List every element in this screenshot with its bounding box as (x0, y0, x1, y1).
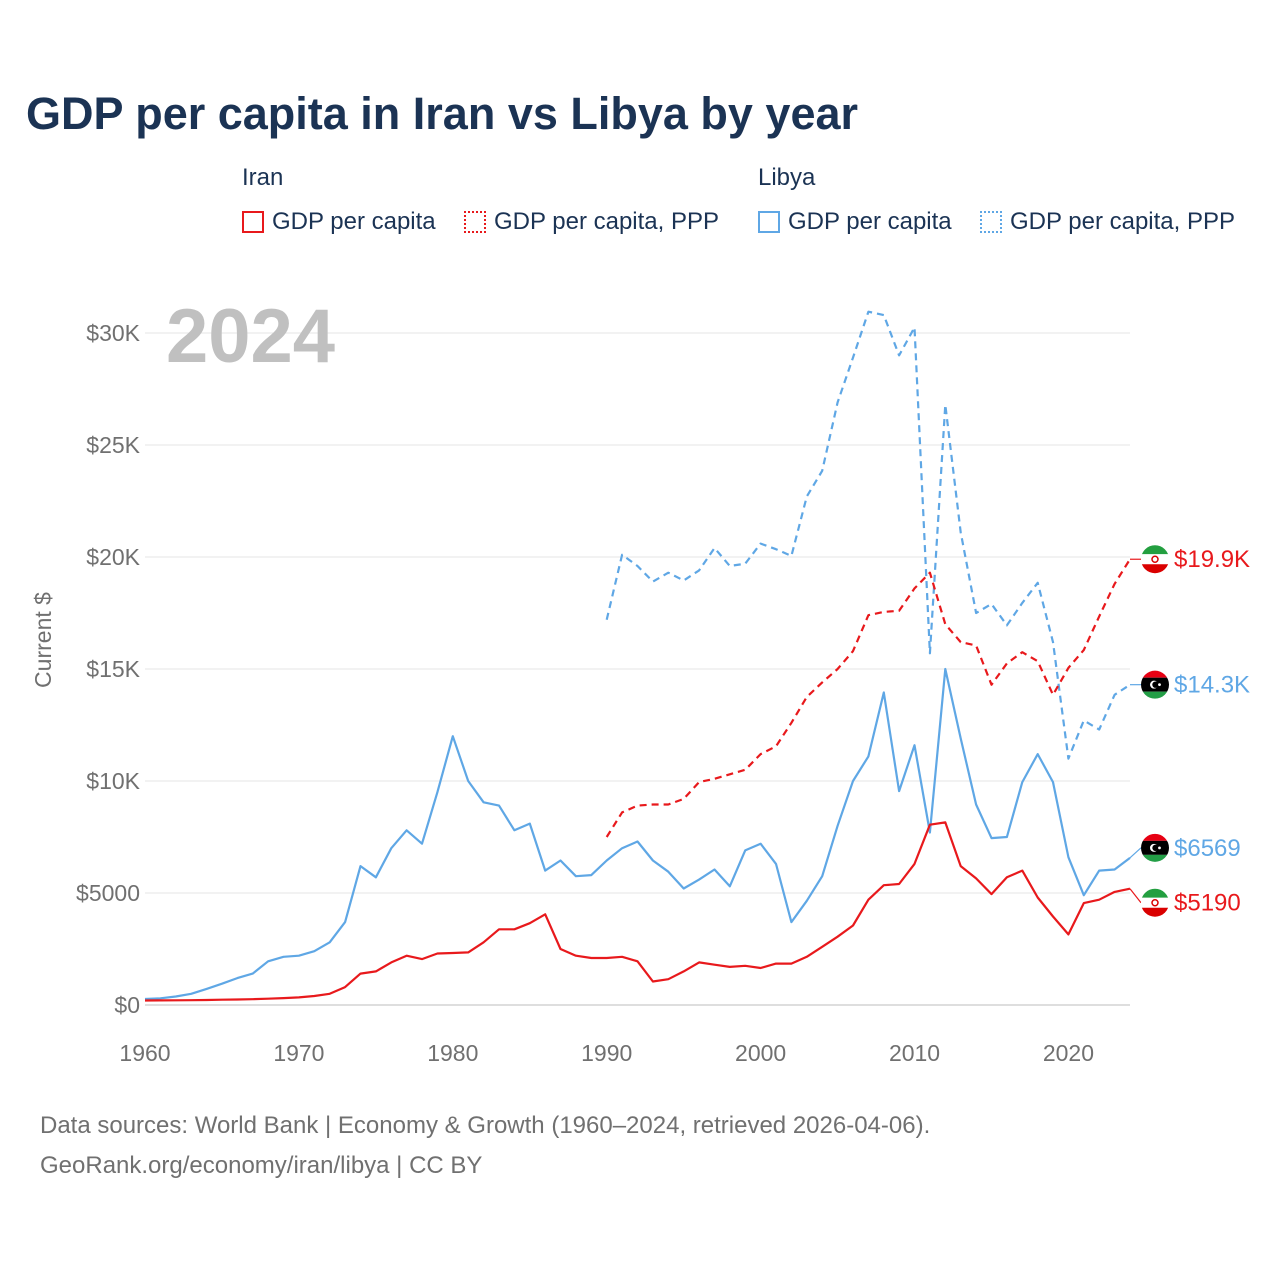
dotted-line-swatch-icon (980, 211, 1002, 233)
legend-item-iran-gdp[interactable]: GDP per capita (242, 208, 436, 236)
libya-flag-icon (1141, 670, 1169, 699)
x-tick-label: 1980 (427, 1040, 478, 1066)
end-markers: $6569 $5190 $14.3K $19.9K (1129, 545, 1250, 917)
data-source-text: Data sources: World Bank | Economy & Gro… (40, 1112, 931, 1139)
y-tick-label: $15K (86, 656, 140, 682)
x-tick-label: 1990 (581, 1040, 632, 1066)
legend-group-libya: Libya GDP per capita GDP per capita, PPP (758, 164, 1258, 244)
attribution-link[interactable]: GeoRank.org/economy/iran/libya | CC BY (40, 1152, 483, 1179)
end-value-label: $6569 (1174, 835, 1241, 862)
x-tick-label: 1960 (119, 1040, 170, 1066)
solid-line-swatch-icon (242, 211, 264, 233)
series-line-iran-gdp-per-capita[interactable] (144, 821, 1131, 1002)
y-tick-label: $10K (86, 768, 140, 794)
line-chart: 2024 $0 $5000 $10K $15K $20K $25K $30K 1960 1970… (30, 294, 1250, 1066)
series-lines (144, 310, 1131, 1002)
end-value-label: $5190 (1174, 890, 1241, 917)
end-value-label: $19.9K (1174, 546, 1250, 573)
solid-line-swatch-icon (758, 211, 780, 233)
y-tick-label: $20K (86, 544, 140, 570)
x-tick-label: 2020 (1043, 1040, 1094, 1066)
legend-item-libya-gdp[interactable]: GDP per capita (758, 208, 952, 236)
footer: Data sources: World Bank | Economy & Gro… (40, 1106, 930, 1186)
legend-group-iran: Iran GDP per capita GDP per capita, PPP (242, 164, 742, 244)
y-tick-label: $0 (114, 992, 140, 1018)
series-line-iran-gdp-per-capita-ppp[interactable] (605, 558, 1131, 838)
legend-item-libya-gdp-ppp[interactable]: GDP per capita, PPP (980, 208, 1235, 236)
end-connector (1129, 888, 1142, 904)
series-line-libya-gdp-per-capita-ppp[interactable] (605, 310, 1131, 760)
iran-flag-icon (1141, 545, 1169, 574)
y-tick-label: $30K (86, 320, 140, 346)
legend-label: GDP per capita, PPP (1010, 208, 1235, 235)
grid-lines (145, 332, 1130, 1006)
legend-heading-iran: Iran (242, 164, 284, 191)
y-tick-label: $5000 (76, 880, 140, 906)
axes: $0 $5000 $10K $15K $20K $25K $30K 1960 1970 1980 1… (76, 320, 1094, 1066)
end-value-label: $14.3K (1174, 672, 1250, 699)
legend-label: GDP per capita (788, 208, 952, 235)
legend-label: GDP per capita, PPP (494, 208, 719, 235)
dotted-line-swatch-icon (464, 211, 486, 233)
x-tick-label: 2000 (735, 1040, 786, 1066)
iran-flag-icon (1141, 888, 1169, 917)
year-watermark: 2024 (166, 294, 335, 379)
libya-flag-icon (1141, 833, 1169, 862)
y-axis-label: Current $ (30, 592, 56, 688)
legend-item-iran-gdp-ppp[interactable]: GDP per capita, PPP (464, 208, 719, 236)
legend-heading-libya: Libya (758, 164, 816, 191)
x-tick-label: 1970 (273, 1040, 324, 1066)
x-tick-label: 2010 (889, 1040, 940, 1066)
chart-title: GDP per capita in Iran vs Libya by year (26, 88, 859, 139)
legend-label: GDP per capita (272, 208, 436, 235)
series-line-libya-gdp-per-capita[interactable] (144, 667, 1131, 1001)
end-connector (1129, 847, 1142, 859)
y-tick-label: $25K (86, 432, 140, 458)
